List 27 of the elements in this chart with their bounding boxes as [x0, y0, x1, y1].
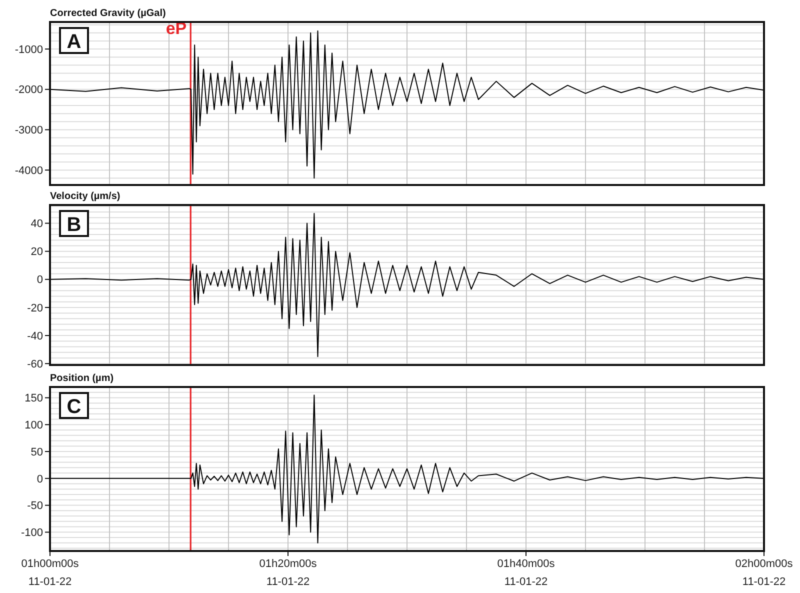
y-tick-label: 0	[36, 473, 43, 486]
y-tick-label: -50	[27, 500, 43, 512]
y-tick-label: 40	[30, 218, 43, 230]
annotation: C	[66, 396, 82, 418]
y-tick-label: -60	[27, 358, 43, 370]
x-tick-label: 01h20m00s 11-01-22	[259, 558, 318, 588]
y-tick-label: -1000	[14, 44, 43, 56]
x-tick-label: 01h00m00s 11-01-22	[21, 558, 80, 588]
y-tick-label: -3000	[14, 124, 43, 137]
y-tick-label: 50	[30, 446, 43, 458]
x-tick-label: 02h00m00s 11-01-22	[735, 558, 794, 588]
y-tick-label: -100	[20, 527, 43, 540]
annotation: B	[66, 214, 82, 236]
y-tick-label: -4000	[14, 164, 43, 177]
y-tick-label: 150	[24, 392, 43, 405]
x-tick-label: 01h40m00s 11-01-22	[497, 558, 556, 588]
chart-title: Velocity (µm/s)	[50, 191, 120, 202]
ref-line-label: eP	[166, 19, 187, 38]
y-tick-label: 100	[24, 419, 43, 432]
chart-title: Corrected Gravity (µGal)	[50, 8, 166, 19]
y-tick-label: -2000	[14, 84, 43, 96]
y-tick-label: 20	[30, 246, 43, 258]
y-tick-label: -40	[27, 330, 43, 342]
y-tick-label: 0	[36, 274, 43, 286]
annotation: A	[66, 31, 82, 53]
chart-title: Position (µm)	[50, 373, 114, 384]
y-tick-label: -20	[27, 302, 43, 314]
